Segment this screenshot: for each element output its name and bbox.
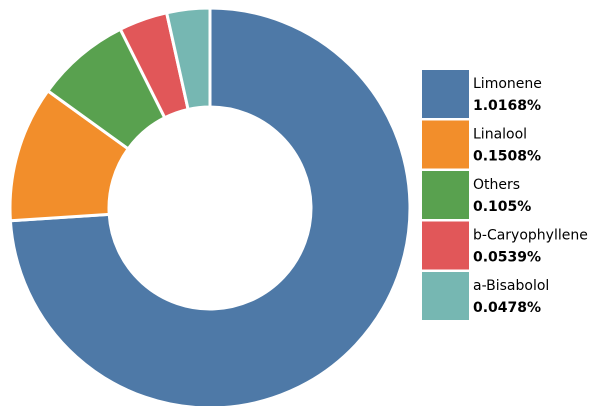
legend-item-linalool: Linalool 0.1508% xyxy=(422,120,541,169)
legend-value-b-caryophyllene: 0.0539% xyxy=(473,250,541,266)
legend-label-a-bisabolol: a-Bisabolol xyxy=(473,278,549,294)
legend-swatch-linalool xyxy=(422,120,469,169)
legend-item-a-bisabolol: a-Bisabolol 0.0478% xyxy=(422,272,549,320)
legend: Limonene 1.0168% Linalool 0.1508% Others 0.10… xyxy=(422,70,588,320)
slice-a-bisabolol xyxy=(165,6,212,111)
legend-value-limonene: 1.0168% xyxy=(473,98,541,114)
legend-label-b-caryophyllene: b-Caryophyllene xyxy=(473,228,588,244)
donut-slices xyxy=(8,6,412,406)
legend-value-a-bisabolol: 0.0478% xyxy=(473,300,541,316)
legend-label-linalool: Linalool xyxy=(473,127,527,143)
legend-swatch-a-bisabolol xyxy=(422,272,469,320)
legend-swatch-b-caryophyllene xyxy=(422,221,469,270)
legend-value-others: 0.105% xyxy=(473,199,531,215)
legend-swatch-others xyxy=(422,171,469,219)
legend-item-limonene: Limonene 1.0168% xyxy=(422,70,542,118)
legend-label-others: Others xyxy=(473,177,520,193)
legend-item-others: Others 0.105% xyxy=(422,171,531,219)
legend-swatch-limonene xyxy=(422,70,469,118)
legend-value-linalool: 0.1508% xyxy=(473,149,541,165)
slice-limonene xyxy=(8,6,412,406)
legend-item-b-caryophyllene: b-Caryophyllene 0.0539% xyxy=(422,221,588,270)
legend-label-limonene: Limonene xyxy=(473,76,542,92)
